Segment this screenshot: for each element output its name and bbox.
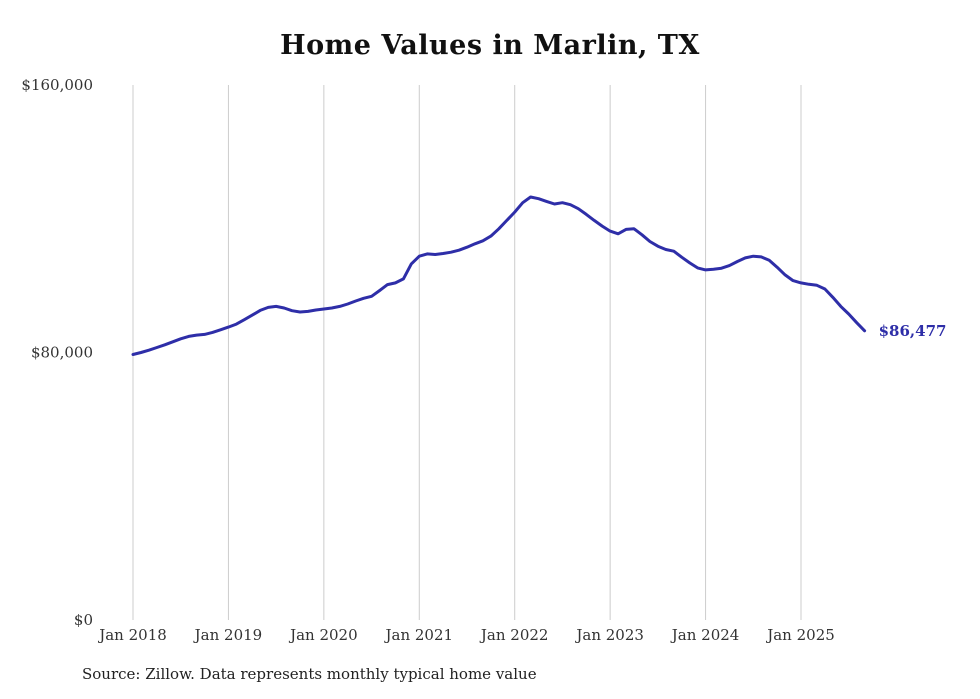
x-tick-label: Jan 2025 xyxy=(765,626,835,644)
y-tick-label: $160,000 xyxy=(21,76,93,94)
x-tick-label: Jan 2018 xyxy=(97,626,167,644)
x-tick-label: Jan 2021 xyxy=(384,626,454,644)
chart-title: Home Values in Marlin, TX xyxy=(280,30,700,61)
y-tick-label: $80,000 xyxy=(31,344,93,362)
x-tick-label: Jan 2024 xyxy=(670,626,740,644)
x-tick-label: Jan 2022 xyxy=(479,626,549,644)
home-value-series-line xyxy=(131,195,867,356)
x-tick-label: Jan 2023 xyxy=(574,626,644,644)
y-tick-label: $0 xyxy=(74,611,93,629)
source-note: Source: Zillow. Data represents monthly … xyxy=(82,665,537,683)
end-value-label: $86,477 xyxy=(879,322,947,340)
x-tick-label: Jan 2019 xyxy=(193,626,263,644)
x-tick-label: Jan 2020 xyxy=(288,626,358,644)
